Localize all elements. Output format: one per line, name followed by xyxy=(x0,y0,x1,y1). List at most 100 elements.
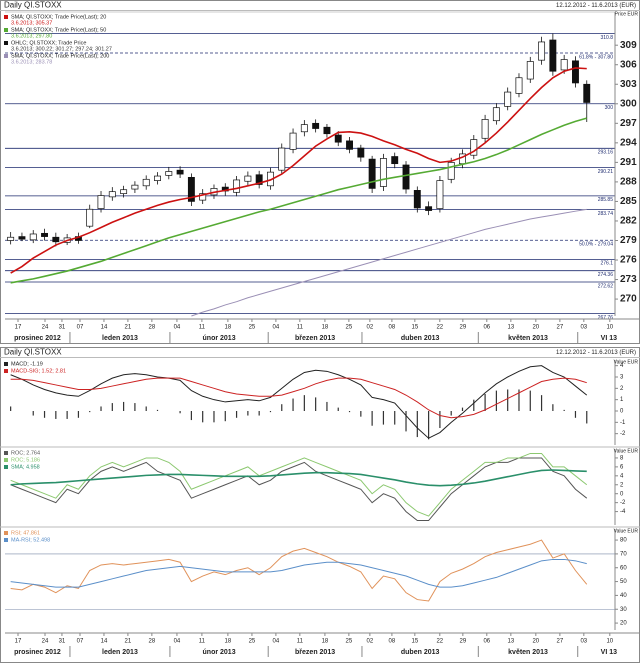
legend-swatch xyxy=(4,362,8,366)
x-tick-label: 27 xyxy=(557,325,564,331)
legend-swatch xyxy=(4,369,8,373)
candle-body xyxy=(538,41,546,61)
histogram-bar xyxy=(258,411,260,416)
x-tick-label: 08 xyxy=(389,639,396,645)
x-tick-label: 17 xyxy=(15,639,22,645)
y-tick-label: 279 xyxy=(620,235,637,246)
x-tick-label: 11 xyxy=(297,639,304,645)
histogram-bar xyxy=(123,401,125,411)
histogram-bar xyxy=(66,411,68,419)
y-tick-label: 282 xyxy=(620,216,637,227)
x-tick-label: 25 xyxy=(346,639,353,645)
histogram-bar xyxy=(235,411,238,418)
histogram-bar xyxy=(371,411,373,426)
x-tick-label: 20 xyxy=(532,639,539,645)
x-tick-label: 02 xyxy=(367,325,374,331)
month-label: duben 2013 xyxy=(401,649,440,656)
y-tick-label: 285 xyxy=(620,196,637,207)
x-tick-label: 13 xyxy=(508,639,515,645)
candle-body xyxy=(515,77,523,94)
x-tick-label: 03 xyxy=(580,325,587,331)
x-tick-label: 13 xyxy=(508,325,515,331)
histogram-bar xyxy=(574,411,577,418)
month-label: březen 2013 xyxy=(295,335,335,342)
x-tick-label: 24 xyxy=(42,325,49,331)
x-tick-label: 14 xyxy=(101,325,108,331)
month-label: únor 2013 xyxy=(203,335,236,342)
candle-body xyxy=(379,158,387,187)
month-label: VI 13 xyxy=(601,649,617,656)
histogram-bar xyxy=(281,404,283,411)
month-label: leden 2013 xyxy=(102,649,138,656)
legend-label: ROC; 2.764 xyxy=(11,450,40,456)
y-tick-label: 2 xyxy=(620,386,624,392)
level-label: 50.0% - 279.04 xyxy=(579,242,613,248)
x-tick-label: 29 xyxy=(459,325,466,331)
histogram-bar xyxy=(303,395,305,411)
histogram-bar xyxy=(224,411,226,422)
y-tick-label: 291 xyxy=(620,157,637,168)
y-tick-label: 60 xyxy=(620,565,627,571)
month-label: květen 2013 xyxy=(508,649,548,656)
month-label: únor 2013 xyxy=(203,649,236,656)
x-tick-label: 28 xyxy=(149,325,156,331)
y-tick-label: 273 xyxy=(620,274,637,285)
month-label: duben 2013 xyxy=(401,335,440,342)
legend-swatch xyxy=(4,451,8,455)
histogram-bar xyxy=(337,407,339,411)
indicator-line xyxy=(10,377,587,419)
histogram-bar xyxy=(10,406,12,411)
candle-body xyxy=(300,124,308,133)
candle-body xyxy=(165,171,173,176)
y-tick-label: 4 xyxy=(620,363,624,369)
histogram-bar xyxy=(382,411,385,425)
candle-body xyxy=(413,190,421,209)
y-tick-label: 4 xyxy=(620,473,624,479)
legend-swatch xyxy=(4,465,8,469)
candle-body xyxy=(391,156,399,165)
histogram-bar xyxy=(100,406,102,411)
y-tick-label: 306 xyxy=(620,59,637,70)
x-tick-label: 18 xyxy=(225,325,232,331)
histogram-bar xyxy=(360,411,362,417)
x-tick-label: 15 xyxy=(411,325,418,331)
histogram-bar xyxy=(111,403,113,411)
legend-swatch xyxy=(4,28,8,32)
x-tick-label: 11 xyxy=(199,325,206,331)
histogram-bar xyxy=(405,411,407,432)
candle-body xyxy=(97,195,105,209)
x-tick-label: 21 xyxy=(125,639,132,645)
y-tick-label: 3 xyxy=(620,375,624,381)
y-tick-label: 0 xyxy=(620,491,624,497)
candle-body xyxy=(278,147,286,171)
x-tick-label: 31 xyxy=(59,325,66,331)
candle-body xyxy=(425,206,433,211)
candle-body xyxy=(583,83,591,103)
month-label: VI 13 xyxy=(601,335,617,342)
legend-label: MACD; -1.19 xyxy=(11,361,43,367)
moving-average-line xyxy=(191,208,587,317)
month-label: květen 2013 xyxy=(508,335,548,342)
candle-body xyxy=(7,236,15,241)
candle-body xyxy=(108,191,116,198)
candle-body xyxy=(255,174,263,185)
level-label: 276.1 xyxy=(600,261,613,267)
histogram-bar xyxy=(586,411,588,424)
legend-swatch xyxy=(4,531,8,535)
y-tick-label: 80 xyxy=(620,538,627,544)
y-tick-label: 309 xyxy=(620,40,637,51)
x-tick-label: 28 xyxy=(149,639,156,645)
x-tick-label: 31 xyxy=(59,639,66,645)
candle-body xyxy=(41,232,48,237)
y-axis-label: Value EUR xyxy=(614,528,639,534)
x-tick-label: 25 xyxy=(346,325,353,331)
histogram-bar xyxy=(428,411,430,440)
legend-label: SMA; QI.STOXX; Trade Price(Last); 200 xyxy=(11,53,109,59)
x-tick-label: 04 xyxy=(174,325,181,331)
histogram-bar xyxy=(77,411,80,418)
moving-average-line xyxy=(10,67,587,274)
candle-body xyxy=(346,140,353,150)
y-axis-label: Value EUR xyxy=(614,359,639,365)
histogram-bar xyxy=(394,411,396,425)
indicator-line xyxy=(10,558,587,588)
